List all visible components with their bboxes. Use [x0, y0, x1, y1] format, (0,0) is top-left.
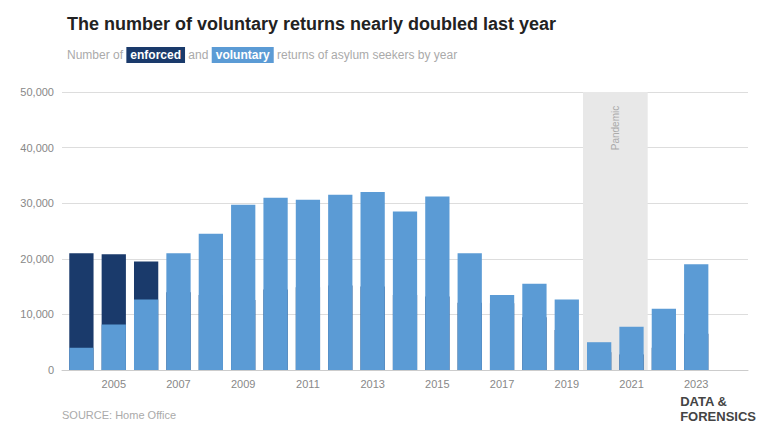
svg-text:2011: 2011 — [296, 378, 320, 390]
svg-text:10,000: 10,000 — [20, 308, 54, 320]
svg-text:voluntary: voluntary — [216, 48, 270, 62]
svg-text:2015: 2015 — [425, 378, 449, 390]
svg-text:2023: 2023 — [684, 378, 708, 390]
svg-text:The number of voluntary return: The number of voluntary returns nearly d… — [67, 14, 556, 34]
svg-text:20,000: 20,000 — [20, 253, 54, 265]
svg-text:DATA &: DATA & — [680, 394, 727, 409]
svg-text:FORENSICS: FORENSICS — [680, 409, 756, 424]
svg-text:Number of: Number of — [67, 48, 126, 62]
svg-text:2013: 2013 — [360, 378, 384, 390]
svg-text:Pandemic: Pandemic — [610, 106, 621, 150]
svg-text:30,000: 30,000 — [20, 197, 54, 209]
svg-text:2009: 2009 — [231, 378, 255, 390]
svg-text:0: 0 — [48, 364, 54, 376]
svg-text:50,000: 50,000 — [20, 86, 54, 98]
svg-text:2021: 2021 — [619, 378, 643, 390]
svg-text:2017: 2017 — [490, 378, 514, 390]
svg-text:2019: 2019 — [555, 378, 579, 390]
svg-text:enforced: enforced — [130, 48, 181, 62]
svg-text:40,000: 40,000 — [20, 142, 54, 154]
svg-text:2007: 2007 — [166, 378, 190, 390]
svg-text:2005: 2005 — [102, 378, 126, 390]
svg-text:and: and — [185, 48, 212, 62]
svg-text:SOURCE: Home Office: SOURCE: Home Office — [62, 409, 176, 421]
svg-text:returns of asylum seekers by y: returns of asylum seekers by year — [274, 48, 457, 62]
